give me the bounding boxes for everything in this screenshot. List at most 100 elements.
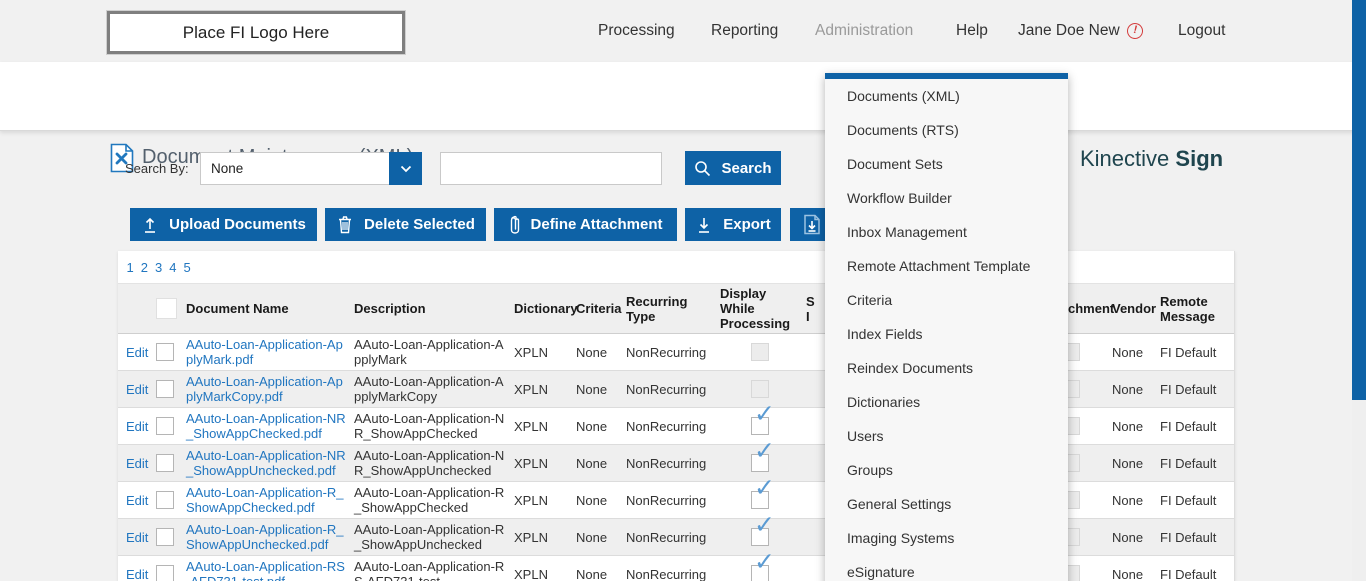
page-scrollbar[interactable]: [1352, 0, 1366, 581]
edit-link[interactable]: Edit: [126, 492, 149, 508]
description-header[interactable]: Description: [354, 284, 514, 334]
brand-suffix: Sign: [1175, 146, 1224, 171]
remote-message-header[interactable]: Remote Message: [1160, 284, 1234, 334]
nav-item-reporting[interactable]: Reporting: [711, 0, 778, 62]
description-cell: AAuto-Loan-Application-RS-AFD731-test: [354, 555, 514, 581]
document-name-link[interactable]: AAuto-Loan-Application-R_ShowAppChecked.…: [186, 485, 344, 515]
document-name-link[interactable]: AAuto-Loan-Application-NR_ShowAppUncheck…: [186, 448, 346, 478]
dictionary-cell: XPLN: [514, 518, 576, 556]
select-all-checkbox[interactable]: [156, 298, 177, 319]
recurring-type-cell: NonRecurring: [626, 370, 720, 408]
document-name-link[interactable]: AAuto-Loan-Application-NR_ShowAppChecked…: [186, 411, 346, 441]
document-name-link[interactable]: AAuto-Loan-Application-RS-AFD731-test.pd…: [186, 559, 345, 581]
vendor-cell: None: [1106, 407, 1160, 445]
description-cell: AAuto-Loan-Application-R_ShowAppUnchecke…: [354, 518, 514, 556]
remote-message-cell: FI Default: [1160, 444, 1234, 482]
edit-link[interactable]: Edit: [126, 455, 149, 471]
dictionary-header[interactable]: Dictionary: [514, 284, 578, 334]
vendor-header[interactable]: Vendor: [1106, 284, 1160, 334]
criteria-header[interactable]: Criteria: [576, 284, 626, 334]
search-by-selected-value: None: [211, 161, 244, 176]
menu-item-document-sets[interactable]: Document Sets: [847, 156, 943, 172]
page-link-4[interactable]: 4: [169, 259, 177, 275]
menu-item-groups[interactable]: Groups: [847, 462, 893, 478]
scrollbar-thumb[interactable]: [1352, 0, 1366, 400]
dictionary-cell: XPLN: [514, 333, 576, 371]
menu-item-inbox-management[interactable]: Inbox Management: [847, 224, 967, 240]
row-select-checkbox[interactable]: [156, 454, 174, 472]
document-name-link[interactable]: AAuto-Loan-Application-R_ShowAppUnchecke…: [186, 522, 344, 552]
upload-documents-button[interactable]: Upload Documents: [130, 208, 317, 241]
menu-item-documents-xml-[interactable]: Documents (XML): [847, 88, 960, 104]
define-attachment-button[interactable]: Define Attachment: [494, 208, 677, 241]
menu-item-index-fields[interactable]: Index Fields: [847, 326, 923, 342]
occluded-header-fragment-2: I: [806, 308, 810, 324]
delete-selected-button[interactable]: Delete Selected: [325, 208, 486, 241]
row-select-checkbox[interactable]: [156, 380, 174, 398]
page-link-3[interactable]: 3: [154, 259, 163, 275]
page-link-5[interactable]: 5: [183, 259, 191, 275]
fi-logo-placeholder: Place FI Logo Here: [106, 10, 406, 55]
menu-item-reindex-documents[interactable]: Reindex Documents: [847, 360, 974, 376]
page-link-1[interactable]: 1: [126, 259, 134, 275]
remote-message-cell: FI Default: [1160, 407, 1234, 445]
nav-item-help[interactable]: Help: [956, 0, 988, 62]
edit-link[interactable]: Edit: [126, 381, 149, 397]
dictionary-cell: XPLN: [514, 407, 576, 445]
export-button[interactable]: Export: [685, 208, 781, 241]
row-select-checkbox[interactable]: [156, 417, 174, 435]
nav-item-jane-doe-new[interactable]: Jane Doe New!: [1018, 0, 1145, 62]
export-label: Export: [723, 216, 771, 233]
display-while-processing-checkbox[interactable]: [751, 481, 775, 509]
display-while-processing-checkbox[interactable]: [751, 444, 775, 472]
row-select-checkbox[interactable]: [156, 343, 174, 361]
nav-item-label: Logout: [1178, 22, 1226, 39]
nav-item-administration[interactable]: Administration: [815, 0, 913, 62]
display-while-processing-checkbox[interactable]: [751, 518, 775, 546]
search-by-select[interactable]: None: [200, 152, 422, 185]
edit-link[interactable]: Edit: [126, 566, 149, 581]
row-select-checkbox[interactable]: [156, 528, 174, 546]
menu-item-documents-rts-[interactable]: Documents (RTS): [847, 122, 959, 138]
menu-item-esignature[interactable]: eSignature: [847, 564, 915, 580]
select-all-header-cell: [156, 284, 186, 334]
nav-item-processing[interactable]: Processing: [598, 0, 675, 62]
nav-item-logout[interactable]: Logout: [1178, 0, 1225, 62]
occluded-header-fragment-1: S: [806, 293, 815, 309]
row-select-checkbox[interactable]: [156, 491, 174, 509]
vendor-cell: None: [1106, 518, 1160, 556]
edit-link[interactable]: Edit: [126, 418, 149, 434]
remote-message-cell: FI Default: [1160, 333, 1234, 371]
criteria-cell: None: [576, 444, 626, 482]
chevron-down-icon[interactable]: [389, 152, 422, 185]
edit-link[interactable]: Edit: [126, 344, 149, 360]
document-name-header[interactable]: Document Name: [186, 284, 354, 334]
display-while-processing-checkbox[interactable]: [751, 555, 775, 581]
trash-icon: [339, 216, 352, 234]
menu-item-workflow-builder[interactable]: Workflow Builder: [847, 190, 952, 206]
search-by-label: Search By:: [125, 161, 189, 176]
menu-item-users[interactable]: Users: [847, 428, 884, 444]
menu-item-dictionaries[interactable]: Dictionaries: [847, 394, 921, 410]
menu-item-criteria[interactable]: Criteria: [847, 292, 893, 308]
brand-name: Kinective: [1080, 146, 1170, 171]
row-select-checkbox[interactable]: [156, 565, 174, 581]
search-button-label: Search: [721, 159, 772, 177]
search-button[interactable]: Search: [685, 151, 781, 185]
document-name-link[interactable]: AAuto-Loan-Application-ApplyMarkCopy.pdf: [186, 374, 343, 404]
menu-item-remote-attachment-template[interactable]: Remote Attachment Template: [847, 258, 1031, 274]
search-input[interactable]: [440, 152, 662, 185]
page-link-2[interactable]: 2: [140, 259, 148, 275]
recurring-type-header[interactable]: Recurring Type: [626, 284, 720, 334]
display-while-processing-checkbox[interactable]: [751, 407, 775, 435]
document-name-link[interactable]: AAuto-Loan-Application-ApplyMark.pdf: [186, 337, 343, 367]
edit-link[interactable]: Edit: [126, 529, 149, 545]
dictionary-cell: XPLN: [514, 481, 576, 519]
recurring-type-cell: NonRecurring: [626, 555, 720, 581]
menu-item-imaging-systems[interactable]: Imaging Systems: [847, 530, 955, 546]
menu-item-general-settings[interactable]: General Settings: [847, 496, 952, 512]
criteria-cell: None: [576, 370, 626, 408]
upload-icon: [145, 217, 156, 233]
display-while-processing-header[interactable]: Display While Processing: [720, 284, 806, 334]
